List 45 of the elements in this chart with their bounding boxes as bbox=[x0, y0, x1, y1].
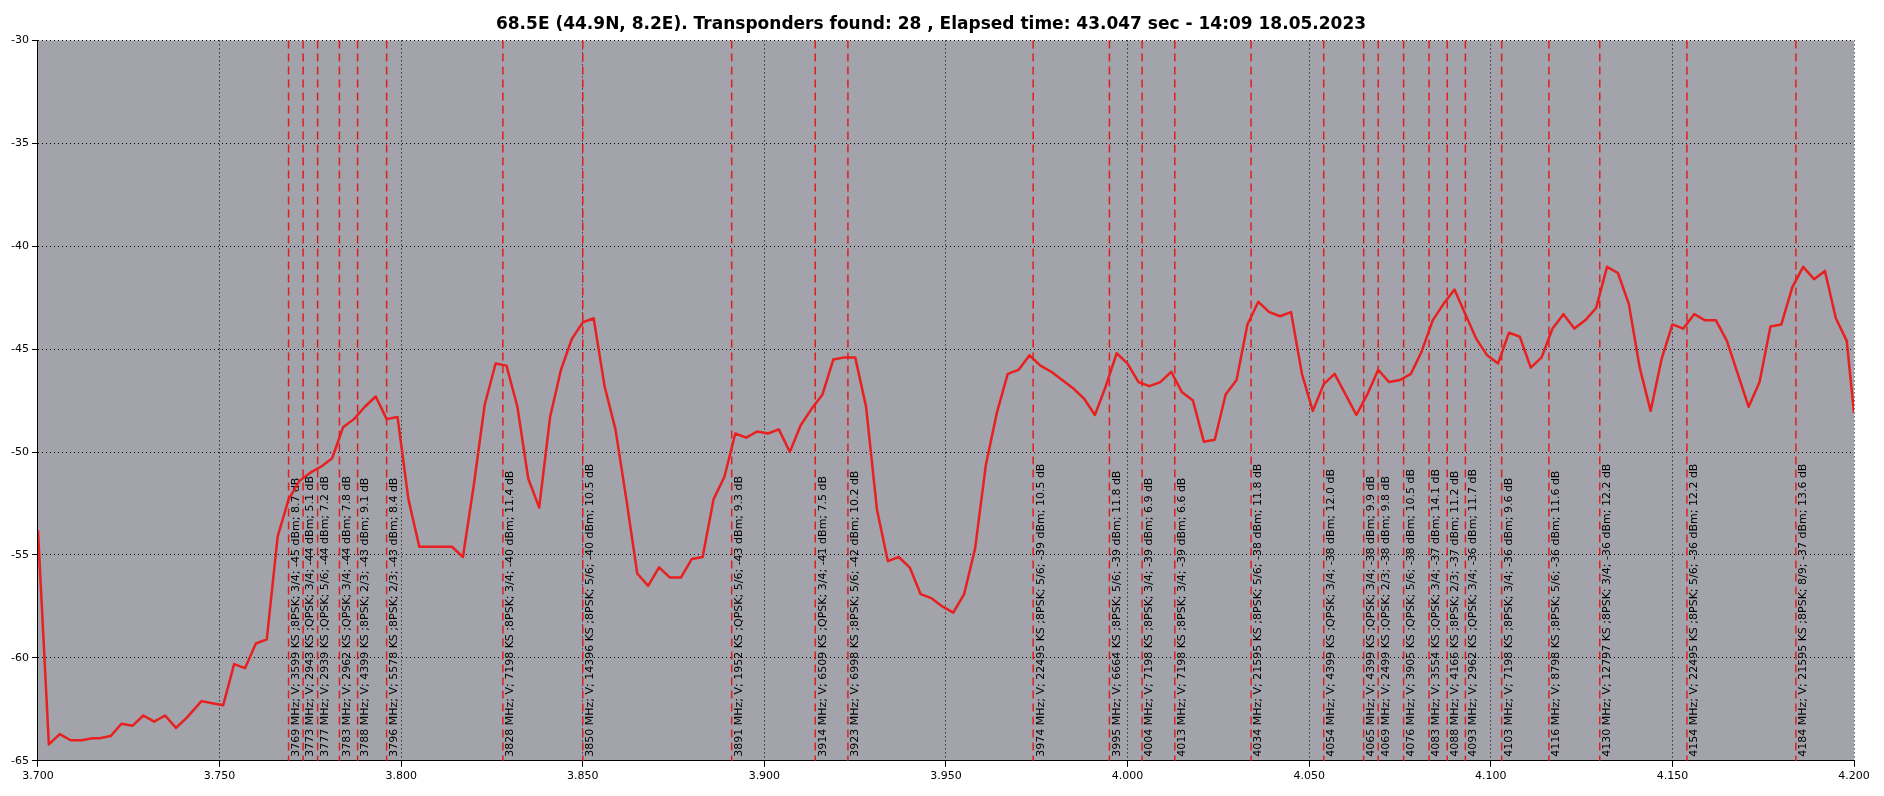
y-tick-label: -35 bbox=[11, 136, 29, 150]
ref-line-label: 4093 MHz; V; 2962 KS ;QPSK; 3/4; -36 dBm; 11.7 dB bbox=[1465, 468, 1479, 757]
y-tick-label: -45 bbox=[11, 342, 29, 355]
y-tick-label: -55 bbox=[11, 547, 29, 561]
x-tick-label: 3.750 bbox=[203, 769, 236, 783]
ref-line-label: 3995 MHz; V; 6664 KS ;8PSK; 5/6; -39 dBm; 11.8 dB bbox=[1109, 470, 1123, 757]
ref-line-label: 3891 MHz; V; 1952 KS ;QPSK; 5/6; -43 dBm; 9.3 dB bbox=[732, 475, 746, 757]
ref-line-label: 4130 MHz; V; 12797 KS ;8PSK; 3/4; -36 dBm; 12.2 dB bbox=[1600, 463, 1614, 757]
x-tick-label: 3.900 bbox=[748, 769, 781, 783]
ref-line-label: 4013 MHz; V; 7198 KS ;8PSK; 3/4; -39 dBm; 6.6 dB bbox=[1175, 477, 1189, 757]
y-tick-label: -30 bbox=[11, 33, 29, 47]
ref-line-label: 3974 MHz; V; 22495 KS ;8PSK; 5/6; -39 dBm; 10.5 dB bbox=[1033, 463, 1047, 757]
ref-line-label: 4076 MHz; V; 3905 KS ;QPSK; 5/6; -38 dBm; 10.5 dB bbox=[1403, 468, 1417, 757]
x-tick-label: 3.850 bbox=[567, 769, 599, 783]
y-tick-label: -60 bbox=[11, 650, 29, 664]
y-tick-label: -50 bbox=[11, 444, 29, 458]
ref-line-label: 4004 MHz; V; 7198 KS ;8PSK; 3/4; -39 dBm; 6.9 dB bbox=[1142, 477, 1156, 757]
ref-line-label: 3914 MHz; V; 6509 KS ;QPSK; 3/4; -41 dBm; 7.5 dB bbox=[815, 475, 829, 757]
ref-line-label: 4083 MHz; V; 3554 KS ;QPSK; 3/4; -37 dBm; 14.1 dB bbox=[1429, 468, 1443, 757]
ref-line-label: 3777 MHz; V; 2939 KS ;QPSK; 5/6; -44 dBm; 7.2 dB bbox=[317, 475, 331, 757]
ref-line-label: 4069 MHz; V; 2499 KS ;QPSK; 2/3; -38 dBm; 9.8 dB bbox=[1378, 475, 1392, 757]
ref-line-label: 3850 MHz; V; 14396 KS ;8PSK; 5/6; -40 dBm; 10.5 dB bbox=[583, 463, 597, 757]
x-tick-label: 4.000 bbox=[1111, 769, 1144, 783]
ref-line-label: 4034 MHz; V; 21595 KS ;8PSK; 5/6; -38 dBm; 11.8 dB bbox=[1251, 463, 1265, 757]
ref-line-label: 3796 MHz; V; 5578 KS ;8PSK; 2/3; -43 dBm; 8.4 dB bbox=[387, 477, 400, 757]
ref-line-label: 4088 MHz; V; 4166 KS ;8PSK; 2/3; -37 dBm; 11.2 dB bbox=[1447, 470, 1461, 757]
ref-line-label: 3783 MHz; V; 2962 KS ;QPSK; 3/4; -44 dBm; 7.8 dB bbox=[339, 475, 353, 757]
ref-line-label: 3773 MHz; V; 2943 KS ;QPSK; 3/4; -44 dBm; 5.1 dB bbox=[303, 475, 317, 757]
x-tick-label: 4.150 bbox=[1656, 769, 1689, 783]
ref-line-label: 4065 MHz; V; 4399 KS ;QPSK; 3/4; -38 dBm; 9.9 dB bbox=[1364, 475, 1378, 757]
y-tick-label: -40 bbox=[11, 239, 29, 253]
x-tick-label: 3.800 bbox=[385, 769, 417, 783]
x-tick-label: 4.200 bbox=[1838, 769, 1870, 783]
ref-line-label: 3923 MHz; V; 6998 KS ;8PSK; 5/6; -42 dBm; 10.2 dB bbox=[848, 470, 862, 757]
ref-line-label: 3788 MHz; V; 4399 KS ;8PSK; 2/3; -43 dBm; 9.1 dB bbox=[357, 477, 371, 757]
x-tick-label: 3.950 bbox=[930, 769, 962, 783]
x-tick-label: 4.050 bbox=[1293, 769, 1325, 783]
chart-title: 68.5E (44.9N, 8.2E). Transponders found: 28 , Elapsed time: 43.047 sec - 14:09 18.05.2023 bbox=[495, 12, 1367, 33]
x-tick-label: 4.100 bbox=[1475, 769, 1507, 783]
ref-line-label: 4184 MHz; V; 21595 KS ;8PSK; 8/9; -37 dBm; 13.6 dB bbox=[1796, 463, 1810, 757]
ref-line-label: 4154 MHz; V; 22495 KS ;8PSK; 5/6; -36 dBm; 12.2 dB bbox=[1687, 463, 1701, 757]
ref-line-label: 4116 MHz; V; 8798 KS ;8PSK; 5/6; -36 dBm; 11.6 dB bbox=[1549, 470, 1563, 757]
x-tick-label: 3.700 bbox=[22, 769, 54, 783]
y-tick-label: -65 bbox=[11, 753, 29, 767]
ref-line-label: 4054 MHz; V; 4399 KS ;QPSK; 3/4; -38 dBm; 12.0 dB bbox=[1324, 468, 1338, 757]
